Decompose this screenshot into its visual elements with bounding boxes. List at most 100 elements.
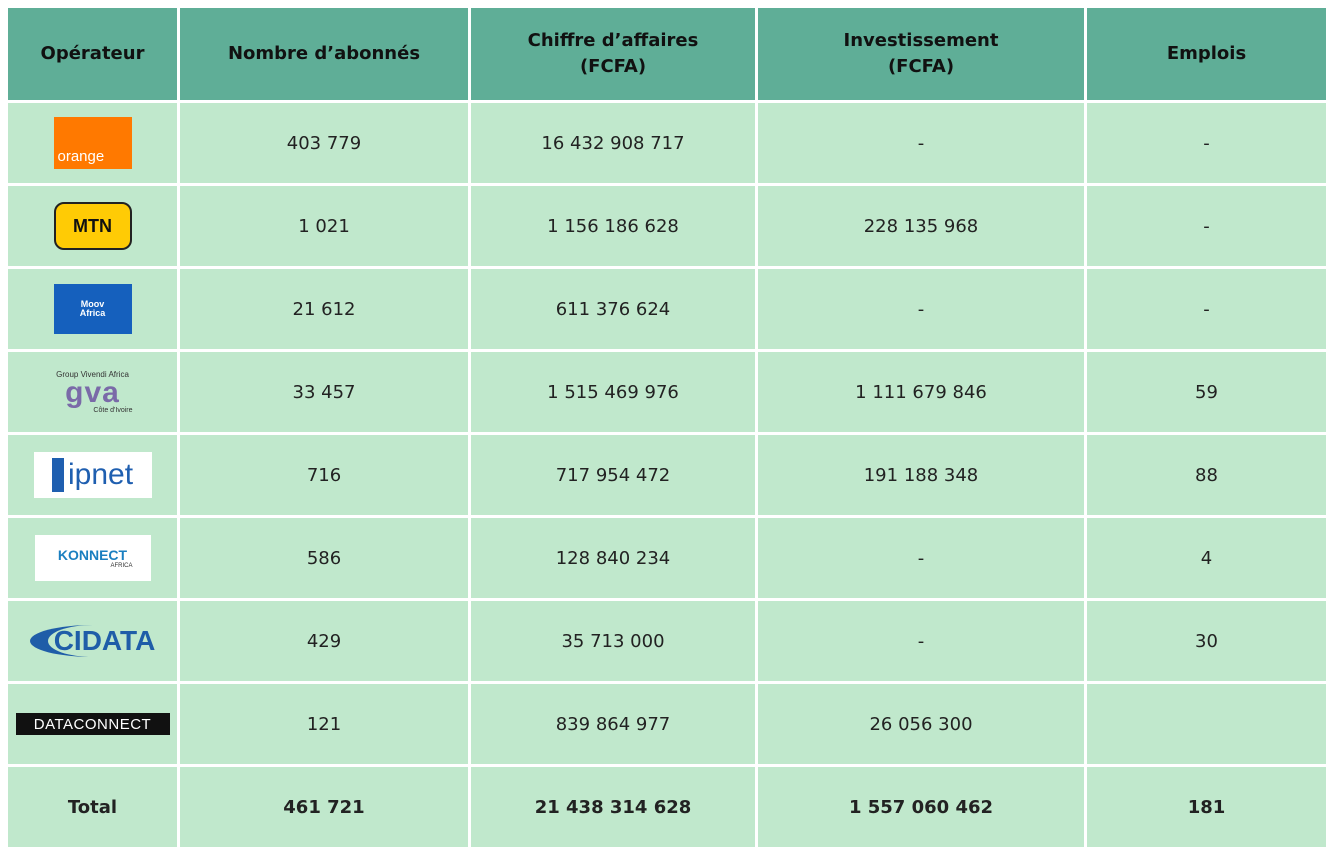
operator-cell: orange: [8, 103, 177, 183]
value-cell: 716: [180, 435, 468, 515]
logo-text: orange: [57, 148, 105, 165]
value-text: 121: [306, 713, 342, 735]
logo-text: MTN: [73, 215, 112, 236]
logo-text: DATACONNECT: [33, 715, 152, 733]
value-cell: 1 156 186 628: [471, 186, 755, 266]
value-cell: 403 779: [180, 103, 468, 183]
value-text: 429: [306, 630, 342, 652]
value-cell: -: [1087, 103, 1326, 183]
operator-cell: Moov Africa: [8, 269, 177, 349]
value-text: 1 021: [298, 215, 350, 237]
value-cell: -: [1087, 186, 1326, 266]
header-text: Chiffre d’affaires (FCFA): [527, 30, 699, 77]
value-cell: 1 021: [180, 186, 468, 266]
logo-text: KONNECT: [57, 546, 128, 563]
value-text: -: [917, 298, 925, 320]
logo-text: CIDATA: [29, 625, 155, 657]
value-text: 16 432 908 717: [541, 132, 685, 154]
value-text: 26 056 300: [869, 713, 973, 735]
operator-cell: KONNECT AFRICA: [8, 518, 177, 598]
value-cell: -: [758, 601, 1084, 681]
header-cell: Investissement (FCFA): [758, 8, 1084, 100]
value-text: 35 713 000: [561, 630, 665, 652]
value-text: 1 111 679 846: [855, 381, 987, 403]
value-text: 59: [1195, 381, 1218, 403]
value-text: 586: [306, 547, 342, 569]
value-text: -: [917, 132, 925, 154]
value-cell: -: [1087, 269, 1326, 349]
value-cell: -: [758, 269, 1084, 349]
total-label: Total: [67, 796, 118, 818]
operator-logo: KONNECT AFRICA: [34, 535, 151, 581]
value-cell: 16 432 908 717: [471, 103, 755, 183]
value-text: 1 515 469 976: [547, 381, 679, 403]
value-text: 88: [1195, 464, 1218, 486]
value-text: -: [1203, 298, 1210, 320]
total-label-cell: Total: [8, 767, 177, 847]
operator-cell: MTN: [8, 186, 177, 266]
value-text: -: [917, 630, 925, 652]
total-value: 181: [1187, 796, 1226, 818]
operator-logo: Moov Africa: [53, 284, 132, 334]
value-cell: 191 188 348: [758, 435, 1084, 515]
operator-cell: DATACONNECT: [8, 684, 177, 764]
logo-text: ipnet: [51, 458, 133, 492]
value-cell: 586: [180, 518, 468, 598]
value-text: 839 864 977: [555, 713, 671, 735]
value-text: 128 840 234: [555, 547, 671, 569]
header-cell: Nombre d’abonnés: [180, 8, 468, 100]
value-cell: -: [758, 518, 1084, 598]
logo-text: Côte d'Ivoire: [93, 407, 133, 414]
operator-logo: DATACONNECT: [15, 713, 170, 735]
header-text: Nombre d’abonnés: [227, 43, 421, 64]
operator-logo: orange: [53, 117, 132, 169]
logo-text: Africa: [79, 308, 106, 318]
value-cell: 33 457: [180, 352, 468, 432]
logo-text: Moov: [80, 299, 105, 309]
value-text: 1 156 186 628: [547, 215, 679, 237]
value-cell: 717 954 472: [471, 435, 755, 515]
value-cell: 88: [1087, 435, 1326, 515]
header-cell: Emplois: [1087, 8, 1326, 100]
value-text: 717 954 472: [555, 464, 671, 486]
operator-cell: Group Vivendi Africa gva Côte d'Ivoire: [8, 352, 177, 432]
value-text: 191 188 348: [863, 464, 979, 486]
total-value: 1 557 060 462: [848, 796, 994, 818]
logo-text: AFRICA: [110, 562, 133, 569]
logo-text: Group Vivendi Africa: [56, 370, 129, 379]
operator-table: Opérateur Nombre d’abonnés Chiffre d’affai…: [8, 8, 1326, 847]
value-cell: [1087, 684, 1326, 764]
value-text: 611 376 624: [555, 298, 671, 320]
value-text: 716: [306, 464, 342, 486]
header-text: Investissement (FCFA): [843, 30, 999, 77]
total-cell: 181: [1087, 767, 1326, 847]
total-cell: 21 438 314 628: [471, 767, 755, 847]
header-text: Emplois: [1166, 43, 1247, 64]
value-cell: 1 515 469 976: [471, 352, 755, 432]
operator-logo: ipnet: [33, 452, 152, 498]
value-cell: 35 713 000: [471, 601, 755, 681]
operator-cell: ipnet: [8, 435, 177, 515]
value-cell: 26 056 300: [758, 684, 1084, 764]
value-cell: 121: [180, 684, 468, 764]
value-cell: 429: [180, 601, 468, 681]
total-cell: 461 721: [180, 767, 468, 847]
total-cell: 1 557 060 462: [758, 767, 1084, 847]
value-text: -: [1203, 132, 1210, 154]
value-text: 403 779: [286, 132, 362, 154]
value-cell: 1 111 679 846: [758, 352, 1084, 432]
total-value: 21 438 314 628: [534, 796, 692, 818]
value-text: -: [1203, 215, 1210, 237]
value-cell: 30: [1087, 601, 1326, 681]
value-text: 30: [1195, 630, 1218, 652]
header-cell: Chiffre d’affaires (FCFA): [471, 8, 755, 100]
value-cell: -: [758, 103, 1084, 183]
operator-logo: CIDATA: [19, 618, 167, 664]
value-cell: 611 376 624: [471, 269, 755, 349]
value-text: 228 135 968: [863, 215, 979, 237]
value-text: 33 457: [292, 381, 356, 403]
value-cell: 4: [1087, 518, 1326, 598]
operator-logo: MTN: [53, 202, 132, 250]
operator-logo: Group Vivendi Africa gva Côte d'Ivoire: [53, 367, 133, 417]
value-cell: 839 864 977: [471, 684, 755, 764]
